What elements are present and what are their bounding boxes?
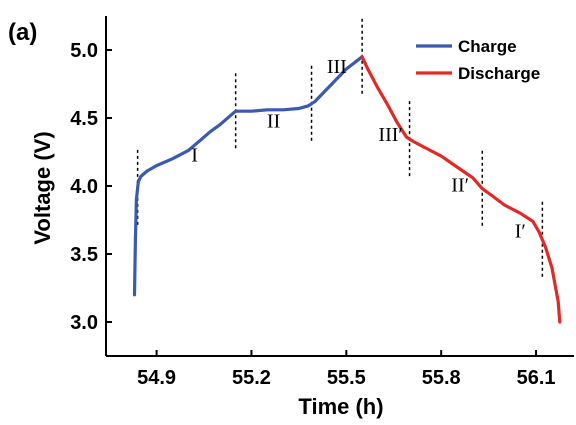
legend-label-discharge: Discharge <box>458 64 540 83</box>
x-axis-label: Time (h) <box>298 394 383 419</box>
y-axis-label: Voltage (V) <box>30 131 55 244</box>
y-tick-label: 3.5 <box>70 244 98 266</box>
x-tick-label: 56.1 <box>517 367 556 389</box>
data-series <box>135 57 560 322</box>
stage-label: II′ <box>451 174 469 196</box>
stage-label: III <box>327 56 347 78</box>
y-tick-label: 4.5 <box>70 108 98 130</box>
legend: Charge Discharge <box>416 37 540 83</box>
y-tick-label: 4.0 <box>70 176 98 198</box>
stage-label: I′ <box>515 221 526 243</box>
x-tick-label: 54.9 <box>137 367 176 389</box>
y-tick-label: 5.0 <box>70 40 98 62</box>
x-tick-label: 55.5 <box>327 367 366 389</box>
x-tick-label: 55.2 <box>232 367 271 389</box>
x-tick-label: 55.8 <box>422 367 461 389</box>
series-line-charge <box>135 57 363 295</box>
panel-label: (a) <box>8 19 37 46</box>
stage-label: II <box>267 111 280 133</box>
y-tick-label: 3.0 <box>70 312 98 334</box>
stage-label: III′ <box>378 124 402 146</box>
stage-label: I <box>191 145 198 167</box>
legend-label-charge: Charge <box>458 37 517 56</box>
